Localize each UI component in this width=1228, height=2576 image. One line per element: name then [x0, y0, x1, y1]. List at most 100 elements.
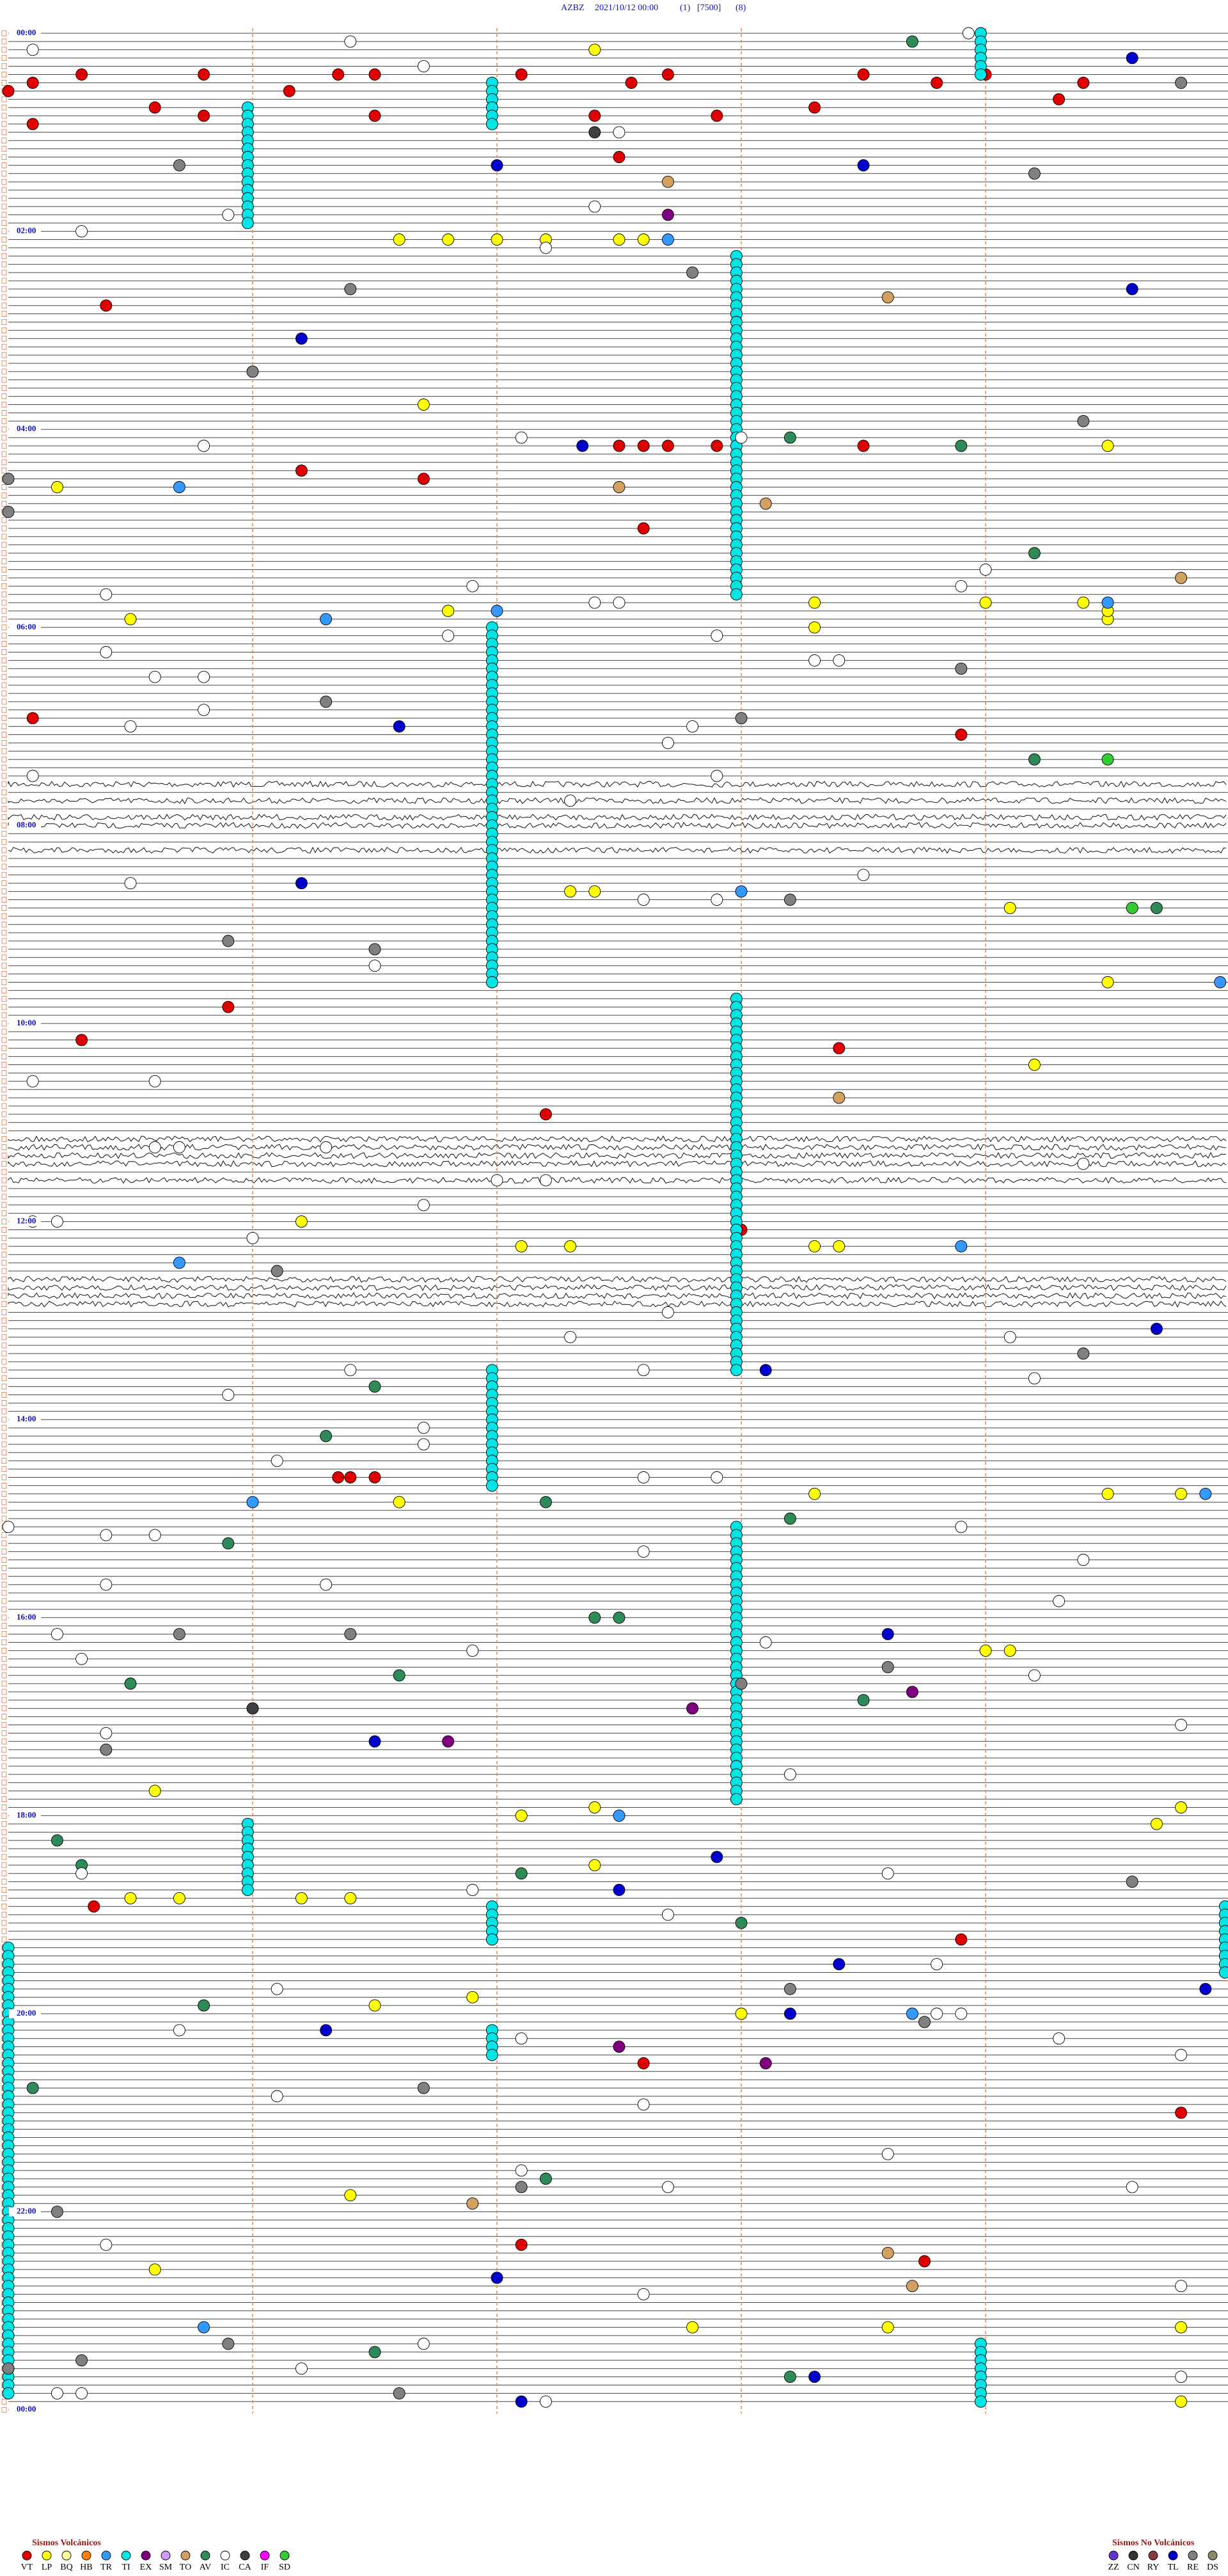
event [857, 439, 870, 452]
row-marker [1, 855, 7, 862]
event [613, 1884, 626, 1896]
event [75, 2387, 88, 2399]
event-run [241, 217, 254, 230]
trace [8, 1143, 1227, 1151]
event [881, 1628, 894, 1641]
event [2, 473, 15, 486]
event [124, 613, 137, 626]
event [637, 2098, 650, 2111]
row-marker [1, 1466, 7, 1473]
event [955, 1240, 968, 1252]
legend-swatch [220, 2550, 230, 2561]
event [466, 1991, 479, 2003]
event [515, 1867, 528, 1880]
event [344, 35, 357, 48]
row-marker [1, 1879, 7, 1885]
event [783, 431, 796, 444]
row-marker [1, 38, 7, 45]
event [1101, 596, 1114, 609]
legend-swatch [1168, 2550, 1178, 2561]
row-marker [1, 633, 7, 639]
row-marker [1, 525, 7, 532]
event [661, 1908, 674, 1921]
event [491, 233, 503, 246]
legend-code: SD [279, 2563, 290, 2572]
event [637, 894, 650, 906]
row-marker [1, 756, 7, 763]
event [637, 439, 650, 452]
row-marker [1, 1359, 7, 1365]
event [613, 126, 626, 139]
row-marker [1, 1557, 7, 1563]
row-marker [1, 1640, 7, 1645]
row-marker [1, 1928, 7, 1934]
event [515, 68, 528, 81]
event [1053, 2032, 1066, 2045]
row-marker [1, 1169, 7, 1175]
trace [8, 846, 1227, 854]
event [1175, 1801, 1188, 1813]
event [1028, 1372, 1041, 1385]
event [613, 1809, 626, 1822]
row-marker [1, 72, 7, 77]
row-marker [1, 1086, 7, 1093]
legend-code: TO [180, 2563, 191, 2572]
event [320, 695, 333, 708]
event [320, 2024, 333, 2037]
event-run [730, 1364, 743, 1377]
row-marker [1, 55, 7, 61]
event [711, 894, 723, 906]
row-marker [1, 567, 7, 573]
event [198, 68, 210, 81]
event [26, 712, 39, 725]
event [2, 2362, 15, 2375]
event [1101, 439, 1114, 452]
event [955, 1521, 968, 1533]
event [124, 877, 137, 890]
event [491, 159, 503, 171]
event [1175, 2106, 1188, 2119]
event [295, 332, 308, 345]
row-marker [1, 195, 7, 201]
row-marker [1, 1499, 7, 1505]
event [625, 76, 638, 89]
event [332, 1471, 345, 1483]
row-marker [1, 1689, 7, 1695]
row-marker [1, 385, 7, 391]
row-marker [1, 798, 7, 804]
row-marker [1, 1276, 7, 1283]
event [808, 2371, 821, 2383]
event [75, 68, 88, 81]
event [393, 233, 405, 246]
row-marker [1, 599, 7, 606]
scale: [7500] [697, 3, 721, 13]
channel: (1) [680, 3, 691, 13]
event [100, 646, 113, 658]
row-marker [1, 220, 7, 226]
row-marker [1, 971, 7, 977]
event [148, 1785, 161, 1798]
row-marker [1, 2406, 7, 2413]
row-marker [1, 583, 7, 589]
time-label: 20:00 [17, 2008, 36, 2018]
time-label-bg [9, 2207, 41, 2216]
event [368, 68, 381, 81]
event [246, 1702, 259, 1715]
row-marker [1, 261, 7, 267]
event [613, 481, 626, 493]
event [271, 1265, 283, 1277]
row-marker [1, 237, 7, 242]
row-marker [1, 864, 7, 870]
event [344, 283, 357, 296]
event [1004, 1644, 1016, 1657]
row-marker [1, 377, 7, 383]
row-marker [1, 1788, 7, 1794]
event [1126, 52, 1138, 65]
trace [8, 1276, 1227, 1283]
row-marker [1, 1094, 7, 1101]
row-marker [1, 1144, 7, 1150]
event [417, 1421, 430, 1434]
event [417, 2337, 430, 2350]
event [148, 1075, 161, 1087]
legend-swatch [1128, 2550, 1138, 2561]
